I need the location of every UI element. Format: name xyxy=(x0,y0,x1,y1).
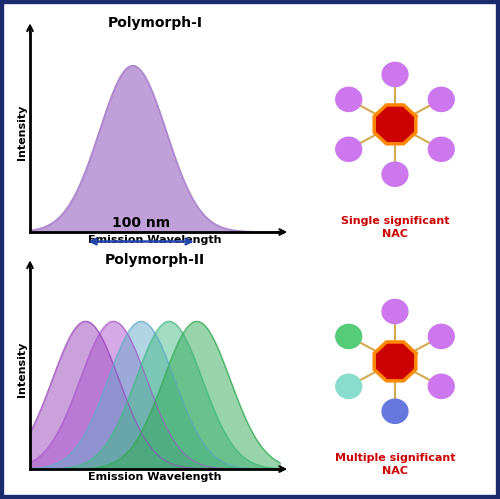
Title: Polymorph-II: Polymorph-II xyxy=(105,253,205,267)
Circle shape xyxy=(382,299,408,323)
Circle shape xyxy=(428,324,454,348)
Circle shape xyxy=(428,137,454,161)
Text: Multiple significant
NAC: Multiple significant NAC xyxy=(335,453,455,476)
Circle shape xyxy=(336,374,361,398)
X-axis label: Emission Wavelength: Emission Wavelength xyxy=(88,235,222,245)
Y-axis label: Intensity: Intensity xyxy=(17,342,27,397)
Circle shape xyxy=(382,62,408,86)
Circle shape xyxy=(336,137,361,161)
Polygon shape xyxy=(374,105,416,144)
Y-axis label: Intensity: Intensity xyxy=(17,105,27,160)
Circle shape xyxy=(382,162,408,186)
X-axis label: Emission Wavelength: Emission Wavelength xyxy=(88,472,222,482)
Circle shape xyxy=(428,87,454,111)
Circle shape xyxy=(428,374,454,398)
Circle shape xyxy=(336,87,361,111)
Circle shape xyxy=(382,399,408,423)
Title: Polymorph-I: Polymorph-I xyxy=(108,16,202,30)
Polygon shape xyxy=(374,342,416,381)
Text: 100 nm: 100 nm xyxy=(112,216,170,230)
Text: Single significant
NAC: Single significant NAC xyxy=(341,216,449,239)
Circle shape xyxy=(336,324,361,348)
